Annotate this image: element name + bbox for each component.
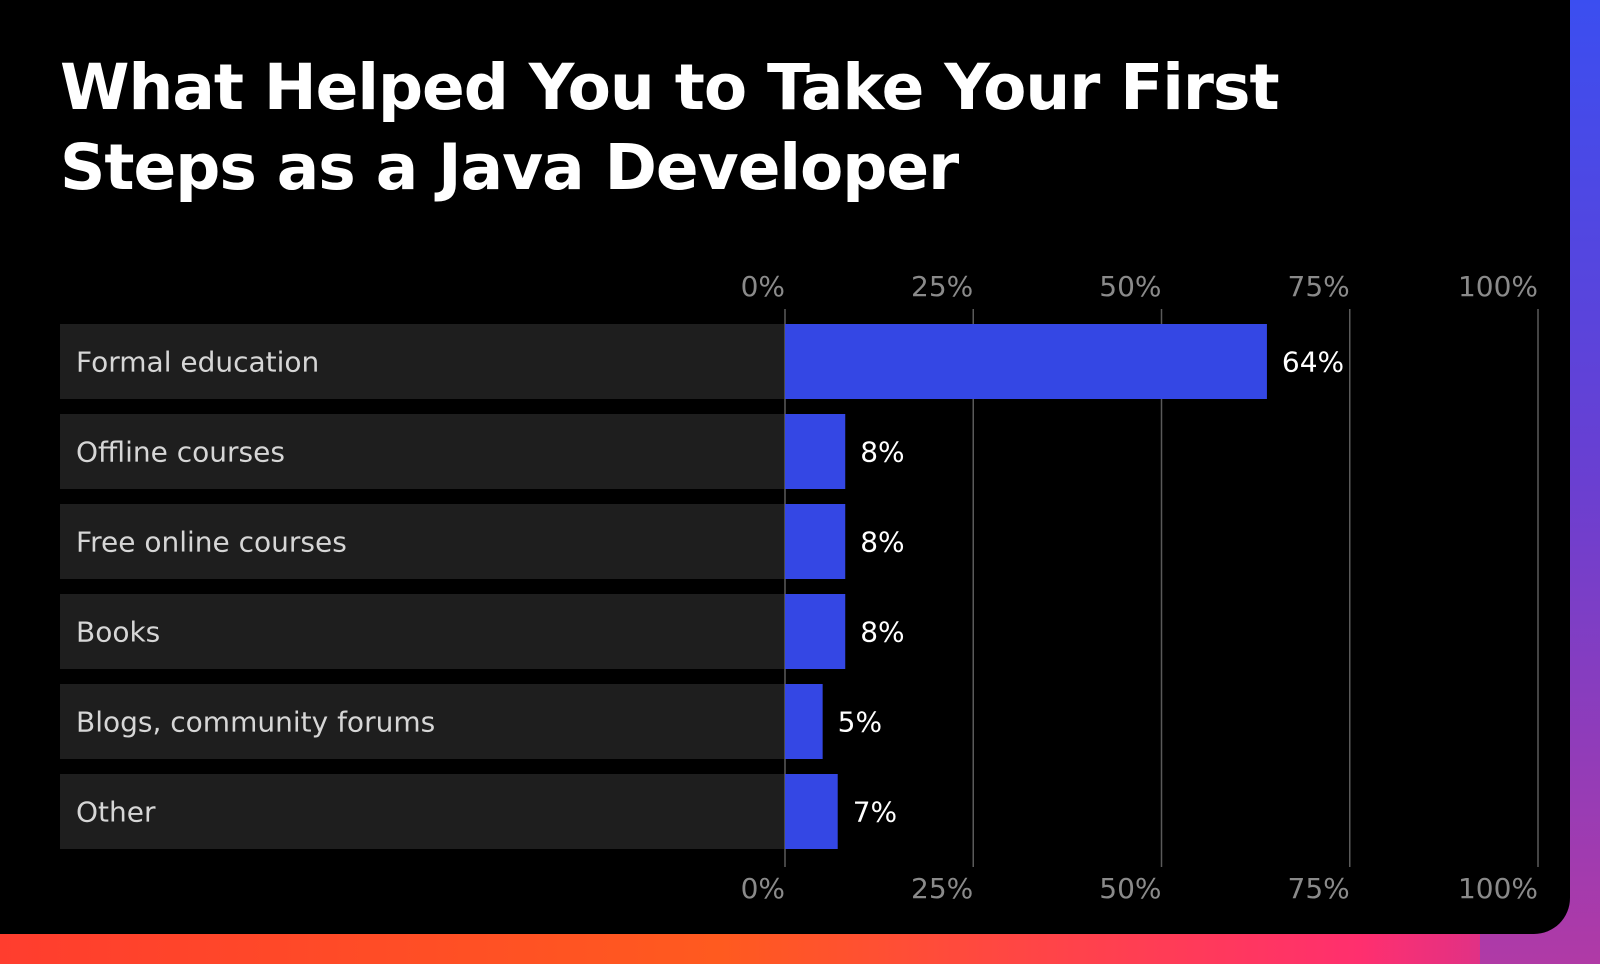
category-label: Offline courses [76,436,285,469]
x-tick-label-top: 25% [911,270,973,303]
value-label: 7% [853,796,897,829]
category-label: Books [76,616,160,649]
bar [785,774,838,849]
row-background [60,324,785,399]
category-label: Blogs, community forums [76,706,435,739]
value-label: 5% [838,706,882,739]
x-tick-label-bottom: 25% [911,872,973,905]
row-background [60,594,785,669]
x-tick-label-top: 50% [1099,270,1161,303]
category-label: Formal education [76,346,319,379]
x-tick-label-bottom: 0% [741,872,785,905]
value-label: 8% [860,436,904,469]
bar [785,594,846,669]
value-label: 8% [860,616,904,649]
x-tick-label-bottom: 100% [1458,872,1538,905]
chart-title: What Helped You to Take Your First Steps… [60,51,1280,204]
row-background [60,684,785,759]
category-label: Other [76,796,156,829]
bar [785,504,846,579]
value-label: 64% [1282,346,1344,379]
x-tick-label-top: 100% [1458,270,1538,303]
x-tick-label-top: 0% [741,270,785,303]
category-label: Free online courses [76,526,347,559]
value-label: 8% [860,526,904,559]
x-tick-label-top: 75% [1288,270,1350,303]
bar [785,684,823,759]
x-tick-label-bottom: 75% [1288,872,1350,905]
bar [785,324,1267,399]
row-background [60,414,785,489]
row-background [60,504,785,579]
bar [785,414,846,489]
row-background [60,774,785,849]
x-tick-label-bottom: 50% [1099,872,1161,905]
